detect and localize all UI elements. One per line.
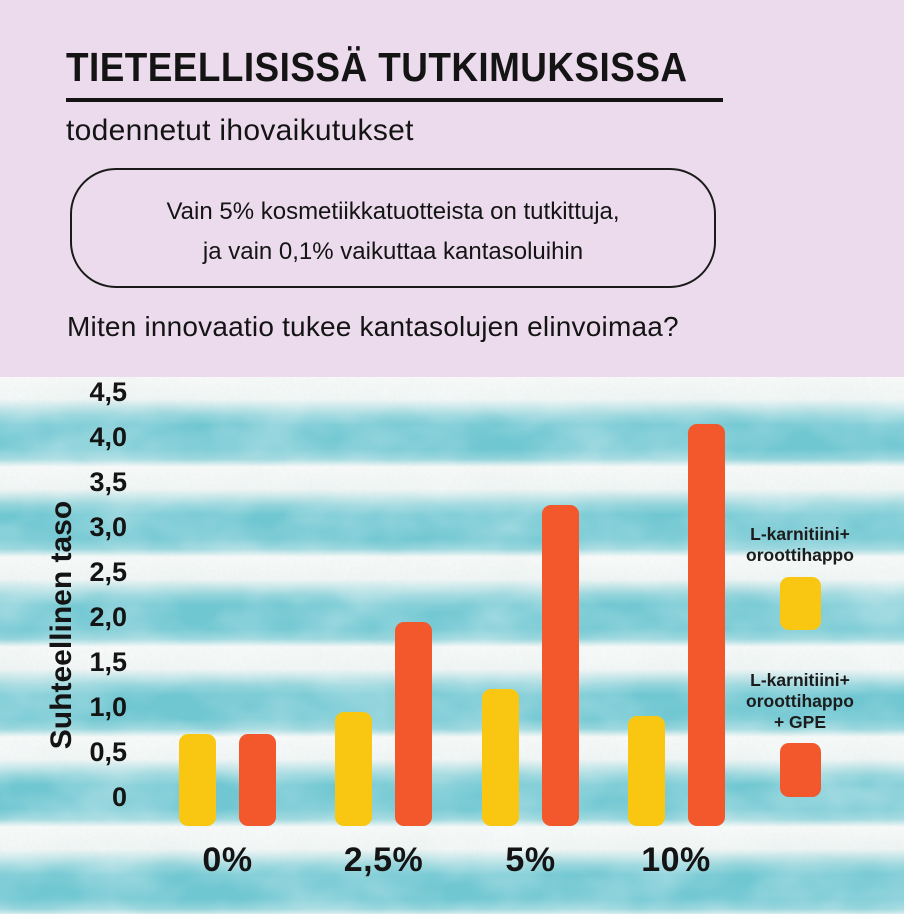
y-tick-label: 3,0 — [89, 512, 127, 542]
bar-yellow-25 — [335, 711, 372, 826]
bar-yellow-0 — [179, 734, 216, 826]
question-text: Miten innovaatio tukee kantasolujen elin… — [67, 311, 679, 342]
legend-label: L-karnitiini+ oroottihappo — [746, 524, 854, 565]
x-tick-label: 5% — [505, 841, 556, 879]
bar-yellow-5 — [482, 689, 519, 826]
y-tick-label: 3,5 — [89, 467, 127, 497]
legend-swatch-yellow — [779, 577, 821, 630]
y-tick-label: 1,0 — [89, 692, 127, 722]
callout-line-2: ja vain 0,1% vaikuttaa kantasoluihin — [202, 238, 584, 265]
legend-swatch-orange — [779, 743, 821, 797]
title-underline — [66, 98, 723, 102]
bar-orange-5 — [542, 504, 579, 826]
callout-box: Vain 5% kosmetiikkatuotteista on tutkitt… — [70, 168, 716, 288]
bar-yellow-10 — [627, 716, 665, 826]
y-tick-label: 4,5 — [89, 377, 127, 407]
y-tick-label: 0,5 — [89, 737, 127, 767]
legend-label: L-karnitiini+ oroottihappo + GPE — [746, 670, 854, 732]
y-tick-label: 0 — [111, 782, 127, 812]
x-tick-label: 0% — [202, 841, 253, 879]
bar-orange-25 — [395, 621, 432, 826]
page-title: TIETEELLISISSÄ TUTKIMUKSISSA — [66, 44, 688, 90]
x-tick-label: 10% — [641, 841, 711, 879]
y-tick-label: 2,0 — [89, 602, 127, 632]
callout-line-1: Vain 5% kosmetiikkatuotteista on tutkitt… — [166, 198, 620, 225]
bar-orange-10 — [687, 423, 725, 826]
chart-legend: L-karnitiini+ oroottihappo L-karnitiini+ or… — [718, 377, 882, 914]
bar-chart: Suhteellinen taso 4,5 4,0 3,5 3,0 2,5 2,0 1,5 1… — [0, 377, 904, 914]
header-section: TIETEELLISISSÄ TUTKIMUKSISSA todennetut … — [0, 0, 904, 377]
y-tick-label: 1,5 — [89, 647, 127, 677]
y-tick-label: 2,5 — [89, 557, 127, 587]
y-tick-label: 4,0 — [89, 422, 127, 452]
watercolor-texture — [0, 377, 904, 914]
page-subtitle: todennetut ihovaikutukset — [66, 114, 414, 147]
x-tick-label: 2,5% — [343, 841, 424, 879]
bar-orange-0 — [239, 734, 276, 826]
